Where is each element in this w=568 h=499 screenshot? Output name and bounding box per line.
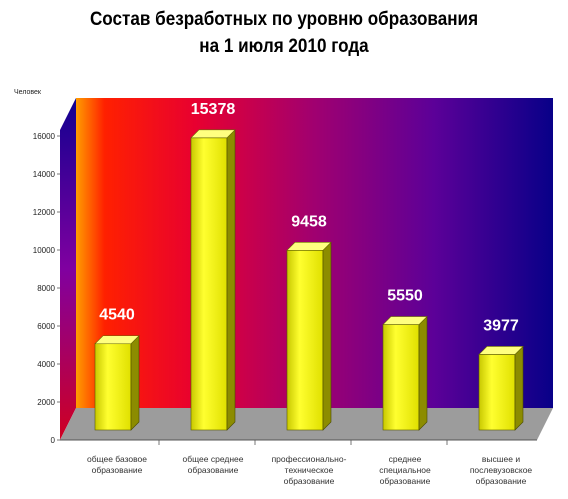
bar — [478, 345, 524, 431]
bars — [94, 129, 524, 431]
bar-side — [226, 129, 236, 431]
category-label: техническое — [285, 465, 334, 475]
bar-side — [514, 345, 524, 431]
category-label: высшее и — [482, 454, 521, 464]
bar-side — [322, 241, 332, 431]
category-label: образование — [92, 465, 143, 475]
y-tick-label: 14000 — [33, 170, 56, 179]
bar — [94, 335, 140, 431]
chart-title-line-2: на 1 июля 2010 года — [199, 36, 369, 57]
data-label: 15378 — [191, 101, 236, 118]
y-tick-label: 6000 — [37, 322, 55, 331]
bar-side — [418, 315, 428, 431]
bar — [382, 315, 428, 431]
data-labels: 4540 15378 9458 5550 3977 — [99, 101, 519, 335]
bar-side — [130, 335, 140, 431]
bar-front — [382, 324, 420, 431]
category-label: послевузовское — [470, 465, 533, 475]
bar-front — [94, 343, 132, 431]
data-label: 3977 — [483, 317, 519, 334]
y-tick-label: 0 — [51, 436, 56, 445]
y-tick-label: 2000 — [37, 398, 55, 407]
category-label: общее базовое — [87, 454, 147, 464]
category-label: образование — [380, 476, 431, 486]
y-axis-ticks: 0 2000 4000 6000 8000 10000 12000 14000 16000 — [33, 132, 60, 445]
bar — [190, 129, 236, 431]
bar-front — [478, 354, 516, 431]
y-axis-label: Человек — [14, 89, 42, 96]
y-tick-label: 4000 — [37, 360, 55, 369]
bar-top — [286, 241, 332, 251]
data-label: 5550 — [387, 288, 423, 305]
chart-title: Состав безработных по уровню образования… — [28, 6, 539, 60]
category-label: среднее — [389, 454, 422, 464]
y-tick-label: 8000 — [37, 284, 55, 293]
bar-front — [286, 249, 324, 431]
left-wall — [60, 98, 76, 440]
bar-front — [190, 137, 228, 431]
data-label: 9458 — [291, 213, 327, 230]
category-label: образование — [188, 465, 239, 475]
bar-top — [382, 316, 428, 325]
category-label: специальное — [379, 465, 431, 475]
category-label: профессионально- — [272, 454, 347, 464]
bar-top — [94, 335, 140, 345]
chart-title-line-1: Состав безработных по уровню образования — [89, 9, 479, 30]
data-label: 4540 — [99, 307, 135, 324]
bar-top — [478, 346, 524, 355]
y-tick-label: 10000 — [33, 246, 56, 255]
y-tick-label: 16000 — [33, 132, 56, 141]
category-label: образование — [284, 476, 335, 486]
bar-top — [190, 129, 236, 139]
y-tick-label: 12000 — [33, 208, 56, 217]
category-label: общее среднее — [183, 454, 244, 464]
category-label: образование — [476, 476, 527, 486]
bar — [286, 241, 332, 431]
